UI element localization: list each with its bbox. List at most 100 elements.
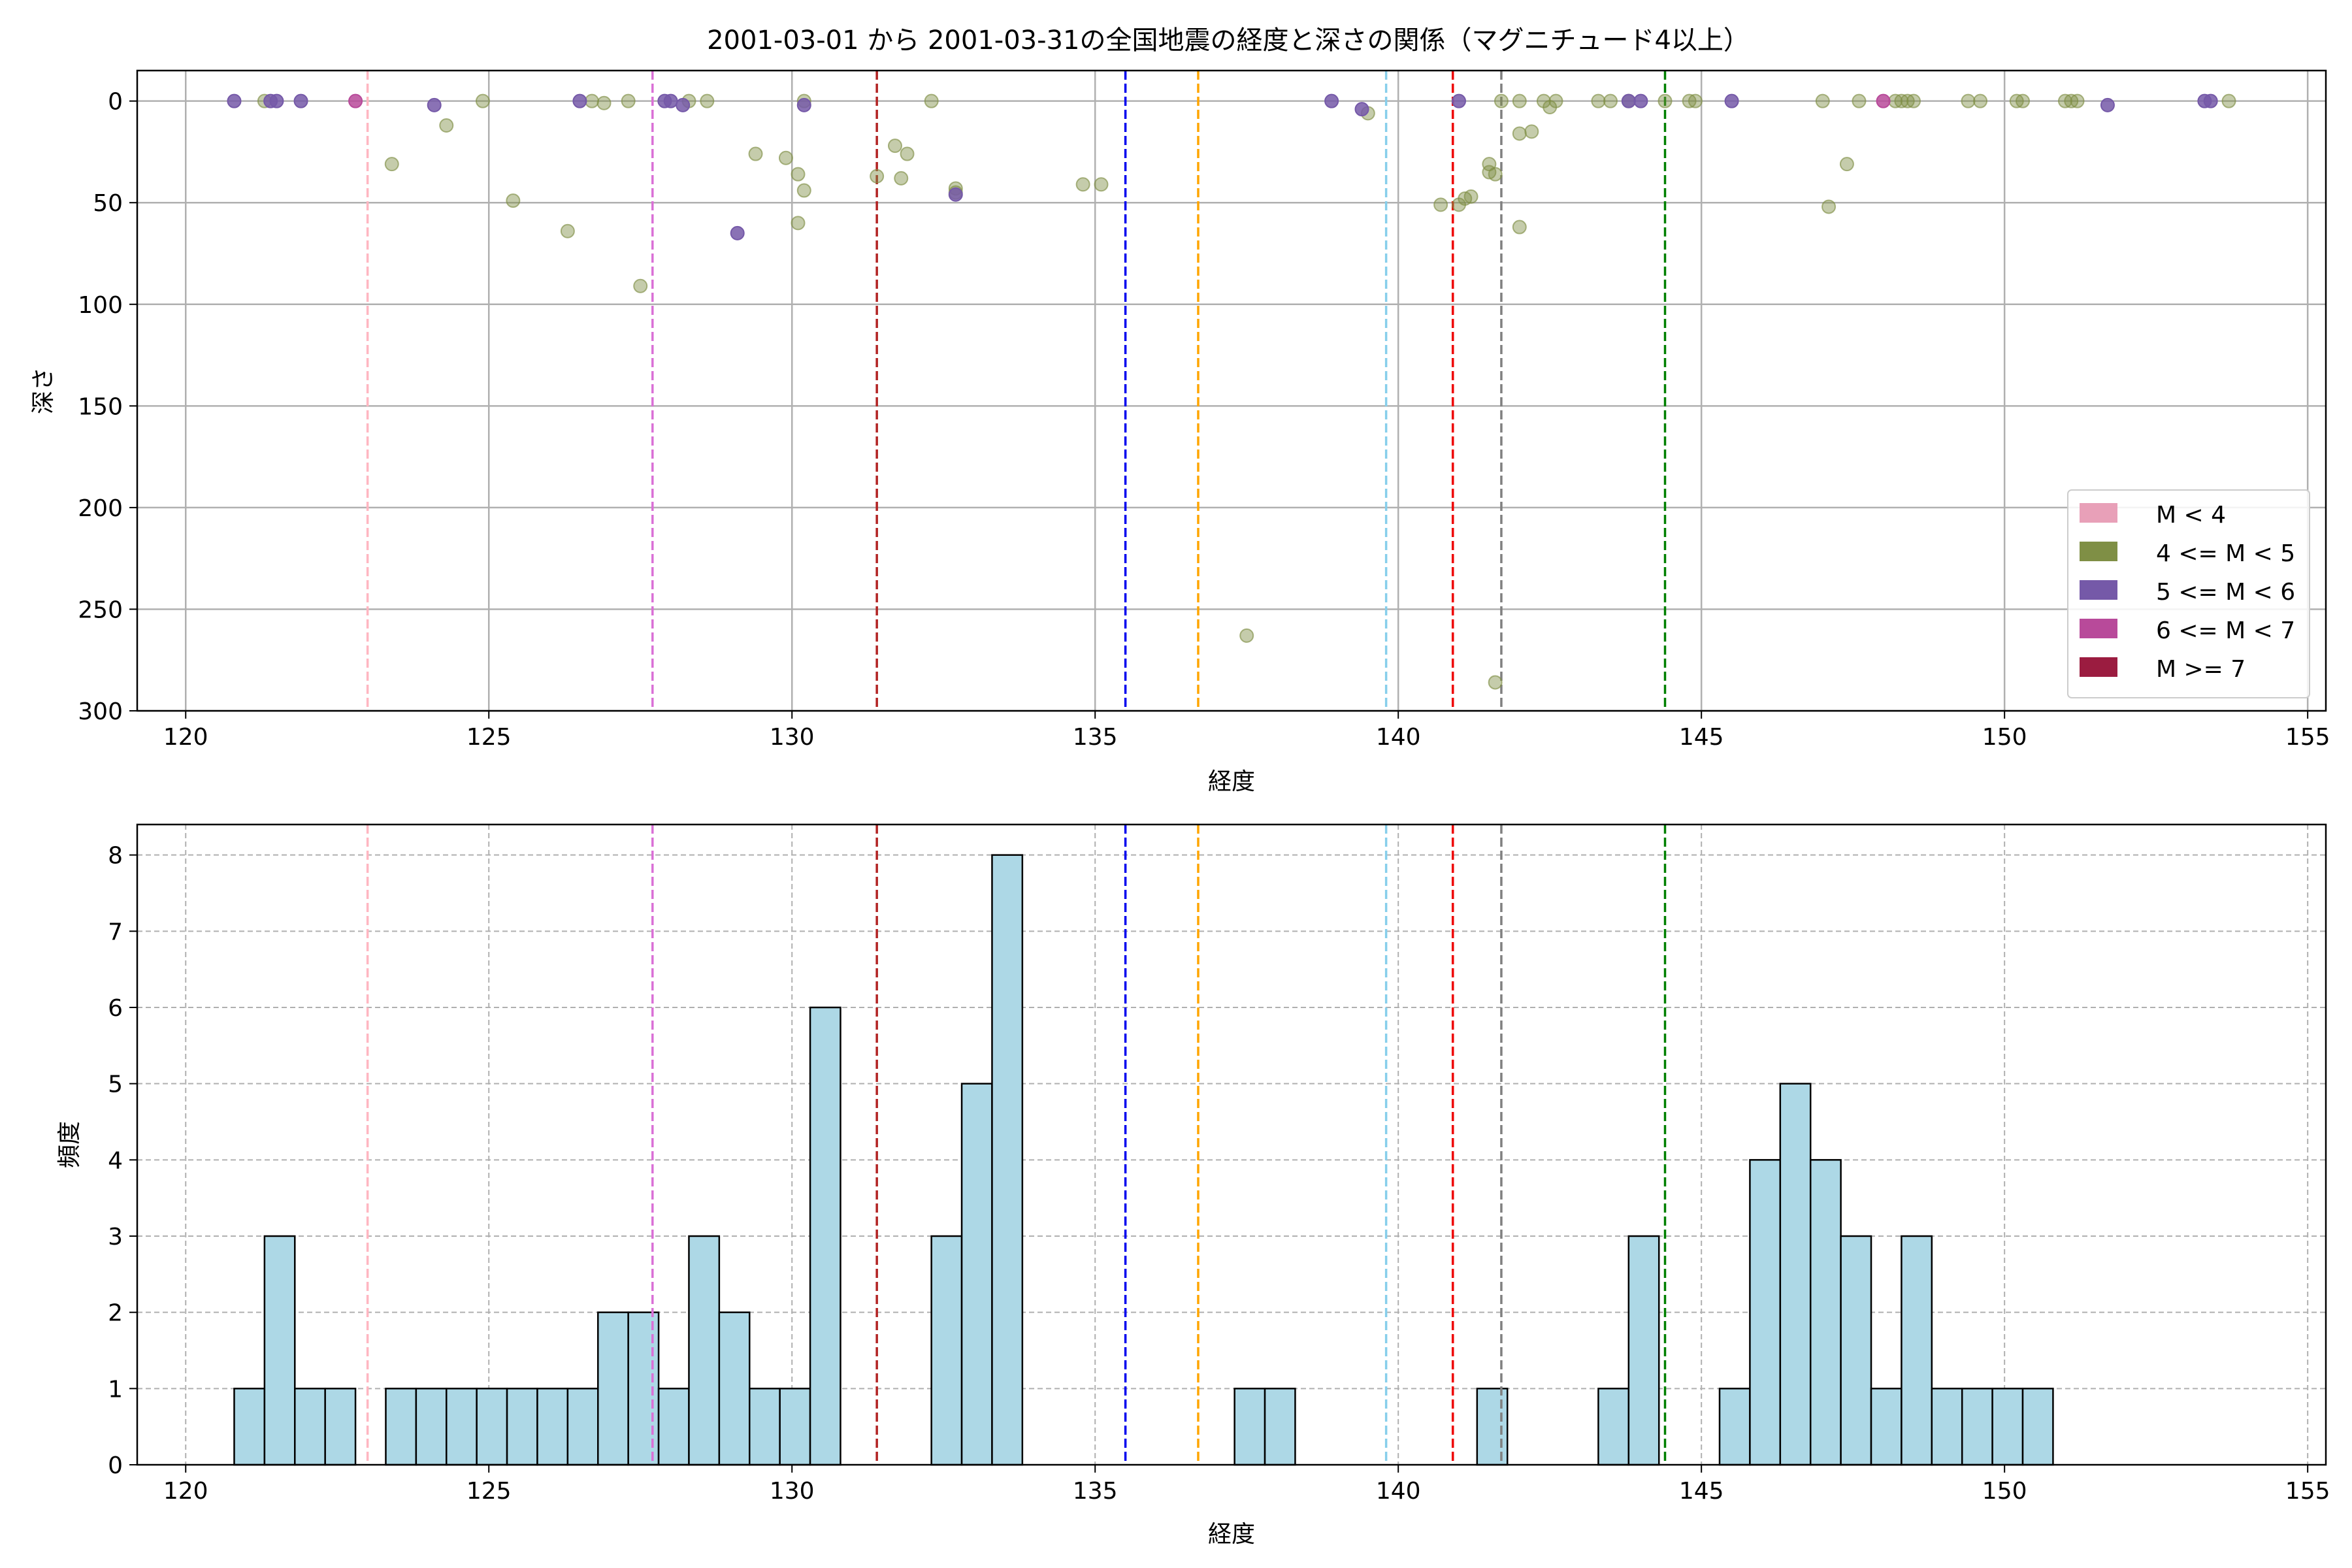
scatter-legend: M < 4 4 <= M < 5 5 <= M < 6 6 <= M < 7 M >= … (2067, 489, 2310, 698)
histogram-bar (1809, 1159, 1842, 1466)
histogram-bar (1233, 1388, 1266, 1466)
histogram-y-tick-label: 8 (108, 843, 123, 870)
scatter-point (506, 193, 521, 208)
scatter-point (1488, 167, 1503, 182)
scatter-point (293, 93, 308, 108)
scatter-point (1591, 93, 1606, 108)
histogram-bar (657, 1388, 690, 1466)
scatter-point (633, 278, 648, 293)
histogram-bar (294, 1388, 326, 1466)
scatter-point (269, 93, 284, 108)
histogram-bar (597, 1311, 629, 1466)
scatter-x-tick-label: 145 (1679, 724, 1724, 751)
scatter-point (887, 139, 902, 154)
scatter-point (796, 183, 811, 198)
histogram-bar (749, 1388, 781, 1466)
histogram-reference-lines (366, 825, 1667, 1465)
histogram-bar (1840, 1235, 1872, 1466)
scatter-point (1815, 93, 1830, 108)
scatter-point (227, 93, 242, 108)
scatter-y-tick-label: 0 (108, 89, 123, 116)
histogram-gridlines (137, 825, 2326, 1465)
scatter-x-tick-label: 135 (1073, 724, 1118, 751)
scatter-x-tick-label: 140 (1376, 724, 1421, 751)
scatter-point (1961, 93, 1976, 108)
histogram-bar (446, 1388, 478, 1466)
scatter-point (663, 93, 678, 108)
histogram-bar (960, 1083, 993, 1466)
histogram-y-axis-label: 頻度 (56, 1121, 83, 1168)
histogram-bar (263, 1235, 296, 1466)
scatter-point (1603, 93, 1618, 108)
scatter-point (924, 93, 939, 108)
scatter-plot-area (137, 71, 2326, 711)
scatter-point (1524, 124, 1539, 139)
scatter-point (384, 157, 399, 172)
histogram-bar (1991, 1388, 2024, 1466)
histogram-bar (930, 1235, 963, 1466)
scatter-point (1075, 177, 1090, 192)
histogram-y-tick-labels: 0 1 2 3 4 5 6 7 8 (108, 843, 137, 1479)
scatter-x-tick-label: 130 (770, 724, 815, 751)
histogram-bar (324, 1388, 357, 1466)
scatter-x-tick-label: 125 (466, 724, 512, 751)
histogram-x-tick-label: 145 (1679, 1478, 1724, 1505)
histogram-bar (1901, 1235, 1933, 1466)
scatter-point (1658, 93, 1673, 108)
scatter-x-tick-label: 150 (1982, 724, 2027, 751)
histogram-y-tick-label: 4 (108, 1147, 123, 1174)
scatter-point (1512, 220, 1527, 235)
scatter-point (778, 150, 793, 165)
scatter-point (1876, 93, 1891, 108)
histogram-y-tick-label: 0 (108, 1452, 123, 1479)
scatter-point (791, 216, 806, 231)
scatter-point (2203, 93, 2218, 108)
legend-label: 4 <= M < 5 (2156, 540, 2295, 567)
histogram-bar (991, 854, 1024, 1466)
histogram-bar (2021, 1388, 2054, 1466)
histogram-bar (506, 1388, 538, 1466)
scatter-point (1094, 177, 1109, 192)
histogram-bar (1870, 1388, 1903, 1466)
legend-label: M < 4 (2156, 502, 2226, 529)
legend-swatch (2080, 542, 2117, 561)
histogram-bar (718, 1311, 751, 1466)
histogram-y-tick-label: 6 (108, 995, 123, 1022)
histogram-y-tick-label: 2 (108, 1300, 123, 1327)
histogram-bar (233, 1388, 266, 1466)
histogram-bar (809, 1006, 841, 1466)
histogram-bar (1779, 1083, 1812, 1466)
scatter-point (560, 223, 575, 238)
histogram-y-tick-label: 5 (108, 1071, 123, 1098)
scatter-point (439, 118, 454, 133)
scatter-y-tick-label: 250 (78, 596, 123, 623)
scatter-y-tick-label: 200 (78, 495, 123, 522)
histogram-x-tick-labels: 120 125 130 135 140 145 150 155 (163, 1465, 2330, 1505)
scatter-point (2221, 93, 2236, 108)
scatter-point (584, 93, 599, 108)
scatter-point (796, 97, 811, 112)
histogram-y-tick-label: 7 (108, 919, 123, 945)
histogram-y-tick-label: 1 (108, 1376, 123, 1403)
scatter-point (676, 97, 691, 112)
histogram-bar (1264, 1388, 1296, 1466)
legend-label: 6 <= M < 7 (2156, 617, 2295, 644)
scatter-y-tick-label: 150 (78, 393, 123, 420)
scatter-point (1852, 93, 1867, 108)
histogram-bar (1597, 1388, 1630, 1466)
histogram-x-tick-label: 120 (163, 1478, 208, 1505)
histogram-x-tick-label: 150 (1982, 1478, 2027, 1505)
legend-swatch (2080, 580, 2117, 600)
histogram-bar (1476, 1388, 1509, 1466)
histogram-bar (476, 1388, 508, 1466)
histogram-x-tick-label: 135 (1073, 1478, 1118, 1505)
histogram-bar (1961, 1388, 1993, 1466)
scatter-y-tick-labels: 0 50 100 150 200 250 300 (78, 89, 137, 725)
legend-box (2067, 489, 2310, 698)
histogram-x-axis-label: 経度 (1208, 1521, 1255, 1548)
scatter-point (1839, 157, 1854, 172)
histogram-bar (385, 1388, 417, 1466)
histogram-x-tick-label: 155 (2285, 1478, 2330, 1505)
longitude-histogram-panel: 120 125 130 135 140 145 150 155 0 1 2 3 4 5 6 7 8 経度 頻度 (56, 823, 2330, 1548)
histogram-bar (566, 1388, 599, 1466)
